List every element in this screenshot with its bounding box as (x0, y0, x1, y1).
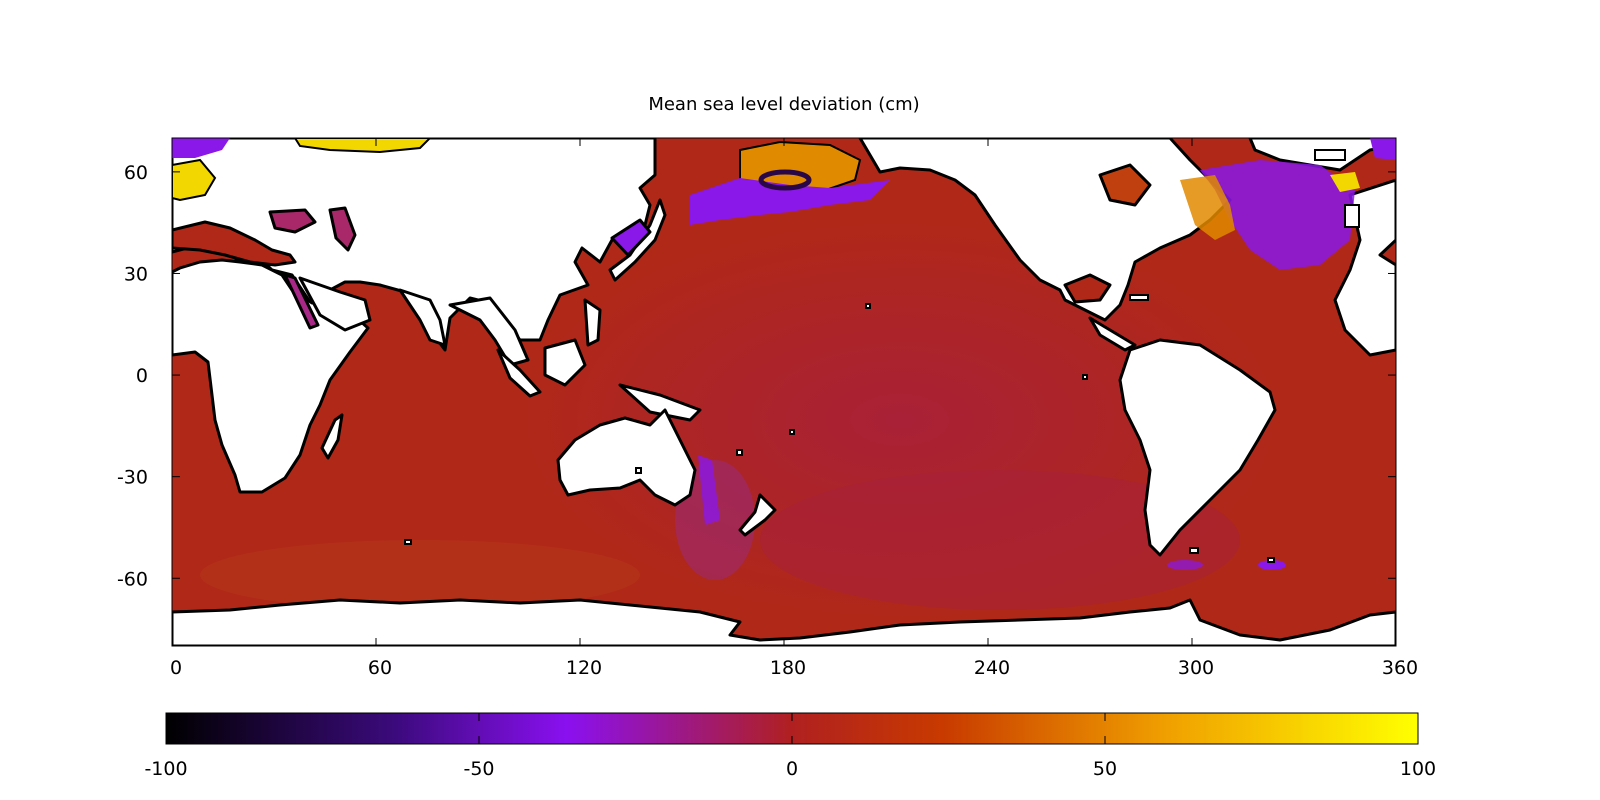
land-new-zealand (738, 493, 777, 537)
island-south-georgia (1267, 557, 1275, 563)
island-caledonia (736, 449, 743, 456)
land-philippines (583, 298, 602, 347)
island-caribbean (1129, 294, 1149, 301)
land-australia (556, 408, 697, 507)
island-iceland (1314, 149, 1346, 161)
island-kerguelen (404, 539, 412, 545)
land-borneo (543, 338, 587, 387)
islands (404, 149, 1360, 563)
sea-caspian (328, 206, 357, 252)
arctic-yellow-top (293, 138, 432, 154)
x-tick-label: 180 (770, 657, 806, 679)
land (172, 138, 1396, 646)
x-axis: 0 60 120 180 240 300 360 (170, 138, 1418, 679)
map-plot (172, 138, 1396, 646)
island-fiji (789, 429, 795, 435)
land-new-guinea (618, 383, 702, 422)
island-galapagos (1082, 374, 1088, 380)
arctic-yellow-west (172, 158, 217, 202)
colorbar-tick-label: 0 (786, 758, 798, 780)
land-madagascar (320, 413, 344, 460)
sea-black (268, 208, 317, 234)
y-tick-label: -30 (117, 467, 148, 489)
island-tahiti (635, 467, 642, 474)
bering-purple (690, 178, 890, 225)
land-antarctica (172, 598, 1396, 646)
y-tick-label: 30 (124, 263, 148, 285)
south-pacific-shading (760, 470, 1240, 610)
island-hawaii (865, 303, 871, 309)
x-tick-label: 240 (974, 657, 1010, 679)
x-tick-label: 0 (170, 657, 182, 679)
island-falklands (1189, 547, 1199, 554)
drake-purple (1167, 560, 1203, 570)
y-tick-label: 0 (136, 365, 148, 387)
colorbar-tick-label: -100 (144, 758, 187, 780)
map-title: Mean sea level deviation (cm) (648, 94, 919, 115)
land-africa (172, 258, 370, 494)
south-atlantic-dot (1258, 560, 1286, 570)
north-atlantic-purple (1200, 160, 1355, 270)
y-axis: 60 30 0 -30 -60 (117, 162, 1396, 590)
x-tick-label: 300 (1178, 657, 1214, 679)
land-south-america (1118, 338, 1277, 557)
colorbar-tick-label: 100 (1400, 758, 1436, 780)
land-central-america (1088, 316, 1137, 352)
sea-hudson (1098, 163, 1152, 207)
sea-red (283, 273, 320, 330)
land-se-asia (448, 296, 530, 367)
y-tick-label: 60 (124, 162, 148, 184)
colorbar-axis: -100 -50 0 50 100 (144, 713, 1436, 780)
x-tick-label: 360 (1382, 657, 1418, 679)
land-india (398, 288, 447, 347)
sea-mediterranean (172, 220, 297, 267)
y-tick-label: -60 (117, 568, 148, 590)
arctic-purple-nw (172, 138, 230, 158)
land-sumatra (496, 348, 542, 398)
greenland-yellow (1330, 172, 1360, 192)
arctic-purple-ne (1370, 138, 1396, 160)
sea-japan (610, 218, 652, 257)
land-europe-west (1333, 178, 1396, 357)
labrador-orange (1180, 175, 1235, 240)
sea-gulf-of-mexico (1063, 273, 1112, 304)
east-australia-purple (698, 455, 720, 525)
land-arabia (298, 276, 372, 332)
x-tick-label: 60 (368, 657, 392, 679)
colorbar-tick-label: 50 (1093, 758, 1117, 780)
southern-ocean-shading (200, 540, 640, 610)
bering-dark-ring (758, 169, 812, 191)
island-uk (1344, 204, 1360, 228)
colorbar-tick-label: -50 (463, 758, 494, 780)
x-tick-label: 120 (566, 657, 602, 679)
